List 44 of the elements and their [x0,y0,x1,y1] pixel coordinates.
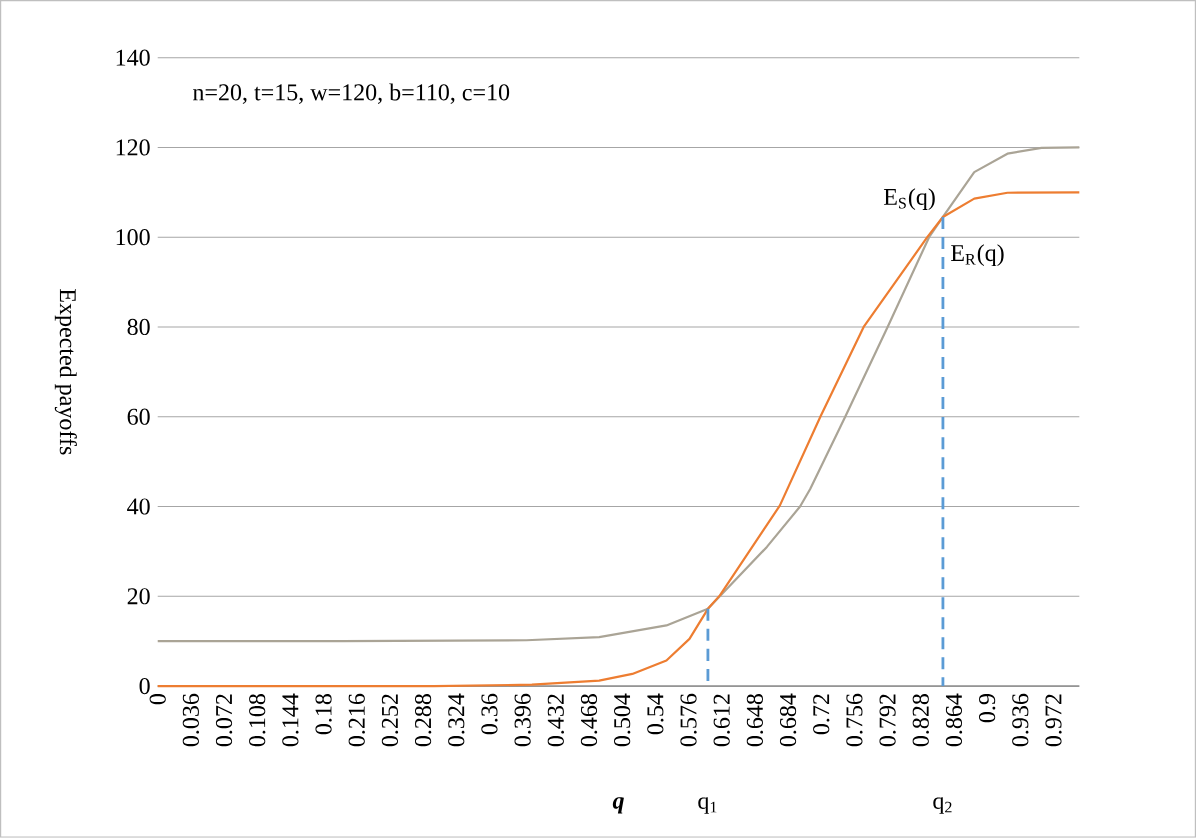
y-tick-label: 100 [116,229,150,246]
x-tick-label: 0.36 [481,693,498,735]
x-tick-label: 0.9 [979,694,996,723]
x-tick-label: 0.684 [779,693,797,747]
x-tick-label: 0.936 [1012,693,1029,747]
x-tick-label: 0.828 [912,694,929,747]
y-tick-label: 20 [127,588,150,605]
x-tick-label: 0.396 [514,693,531,747]
x-tick-label: 0.432 [547,694,565,747]
x-tick-label: 0.864 [945,693,963,747]
y-axis-title: Expected payoffs [54,289,77,455]
text: q$_{1}$ [698,797,717,814]
y-tick-label: 80 [127,318,150,336]
y-tick-label: 0 [139,678,150,695]
y-tick-label: 120 [116,139,150,156]
x-axis-title: q [612,797,624,814]
y-tick-label: 60 [127,408,150,425]
y-tick-label: 40 [127,498,150,515]
x-tick-label: 0.648 [746,694,764,747]
line-series [156,146,1081,643]
x-tick-label: 0.108 [249,694,266,747]
x-tick-label: 0.972 [1045,694,1062,747]
x-tick-label: 0 [149,694,166,705]
annotation: n=20, t=15, w=120, b=110, c=10 [193,83,510,105]
x-tick-label: 0.72 [813,694,830,735]
x-tick-label: 0.504 [614,693,631,747]
x-tick-label: 0.036 [182,693,200,747]
series-label: E$_{S}$(q) [883,188,935,211]
x-tick-label: 0.612 [713,694,730,747]
x-tick-label: 0.54 [647,693,664,735]
x-tick-label: 0.144 [282,693,299,747]
x-tick-label: 0.18 [315,694,332,735]
series-label: E$_{R}$(q) [951,244,1004,267]
x-tick-label: 0.324 [448,693,465,747]
x-tick-label: 0.468 [580,694,598,747]
x-tick-label: 0.216 [348,693,365,747]
x-tick-label: 0.576 [680,693,697,747]
x-tick-label: 0.252 [381,694,399,747]
x-tick-label: 0.288 [414,694,432,747]
x-tick-label: 0.792 [879,694,896,747]
x-tick-label: 0.756 [846,693,863,747]
text: q$_{2}$ [933,797,952,814]
x-tick-label: 0.072 [215,694,233,747]
y-tick-label: 140 [116,49,150,66]
